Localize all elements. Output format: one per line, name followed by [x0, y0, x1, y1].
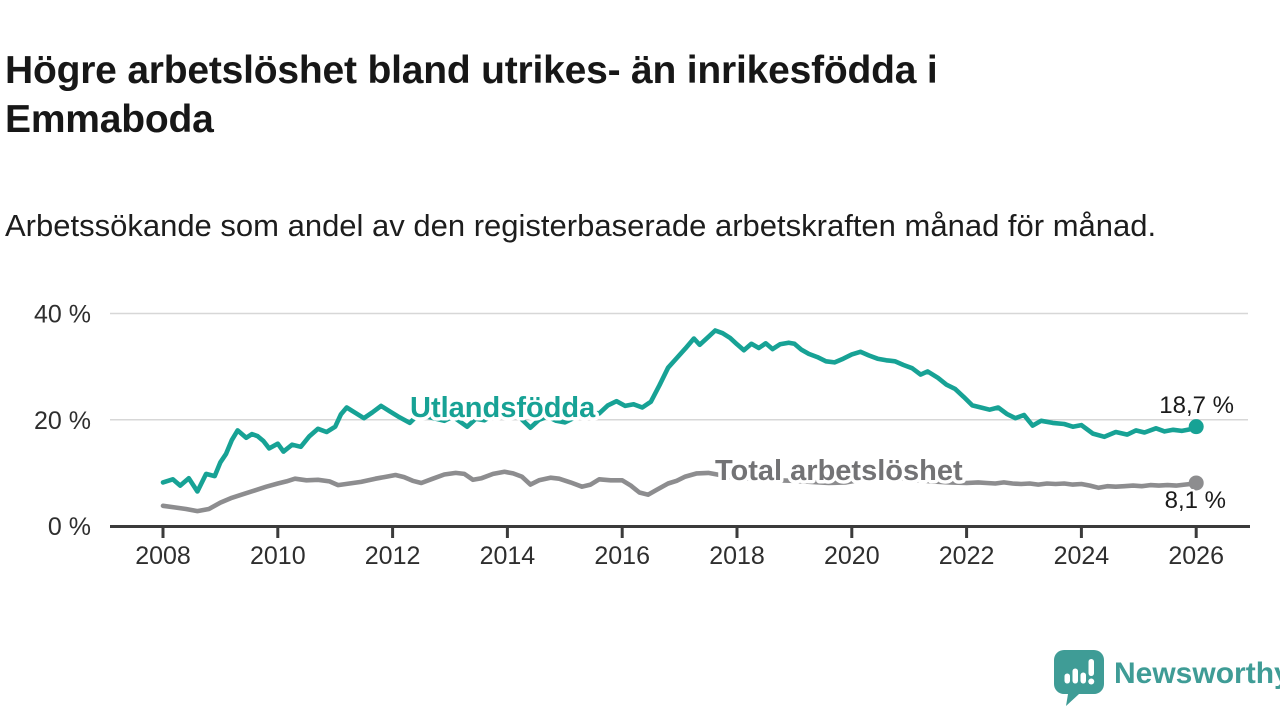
page-subtitle: Arbetssökande som andel av den registerb… [5, 208, 1157, 243]
x-tick-label: 2018 [709, 542, 765, 570]
logo-bar-3 [1080, 672, 1086, 684]
logo-exclamation-bar [1088, 659, 1094, 676]
x-axis: 2008 2010 2012 2014 2016 2018 2020 2022 2024 2026 [110, 525, 1250, 570]
y-tick-label: 40 % [34, 301, 91, 329]
logo-bar-2 [1072, 668, 1078, 684]
total-arbetsloshet-end-value-label: 8,1 % [1165, 487, 1226, 514]
newsworthy-logo: Newsworthy [1053, 649, 1280, 707]
x-tick-label: 2020 [824, 542, 880, 570]
logo-text: Newsworthy [1114, 657, 1280, 690]
x-tick-label: 2014 [480, 542, 536, 570]
logo-bubble-shape [1054, 650, 1104, 706]
y-tick-label: 0 % [48, 513, 91, 541]
newsworthy-bubble-chart-icon [1054, 650, 1104, 706]
logo-exclamation-dot [1088, 678, 1095, 685]
total-arbetsloshet-line [160, 469, 1199, 514]
y-tick-label: 20 % [34, 407, 91, 435]
utlandsfodda-end-value-label: 18,7 % [1159, 392, 1234, 419]
x-tick-label: 2016 [594, 542, 650, 570]
x-tick-label: 2010 [250, 542, 306, 570]
utlandsfodda-end-dot [1188, 419, 1204, 435]
x-tick-label: 2012 [365, 542, 421, 570]
y-axis-labels: 0 % 20 % 40 % [34, 301, 91, 542]
gridlines [110, 312, 1248, 421]
logo-bar-1 [1064, 673, 1070, 684]
utlandsfodda-line [160, 328, 1199, 494]
utlandsfodda-series-label: Utlandsfödda [410, 392, 596, 424]
x-tick-label: 2024 [1054, 542, 1110, 570]
total-arbetsloshet-end-dot [1188, 475, 1204, 491]
x-tick-label: 2008 [135, 542, 191, 570]
x-tick-label: 2022 [939, 542, 995, 570]
x-tick-label: 2026 [1168, 542, 1224, 570]
total-arbetsloshet-series-label: Total arbetslöshet [715, 455, 963, 487]
page-title: Högre arbetslöshet bland utrikes- än inr… [5, 49, 938, 142]
